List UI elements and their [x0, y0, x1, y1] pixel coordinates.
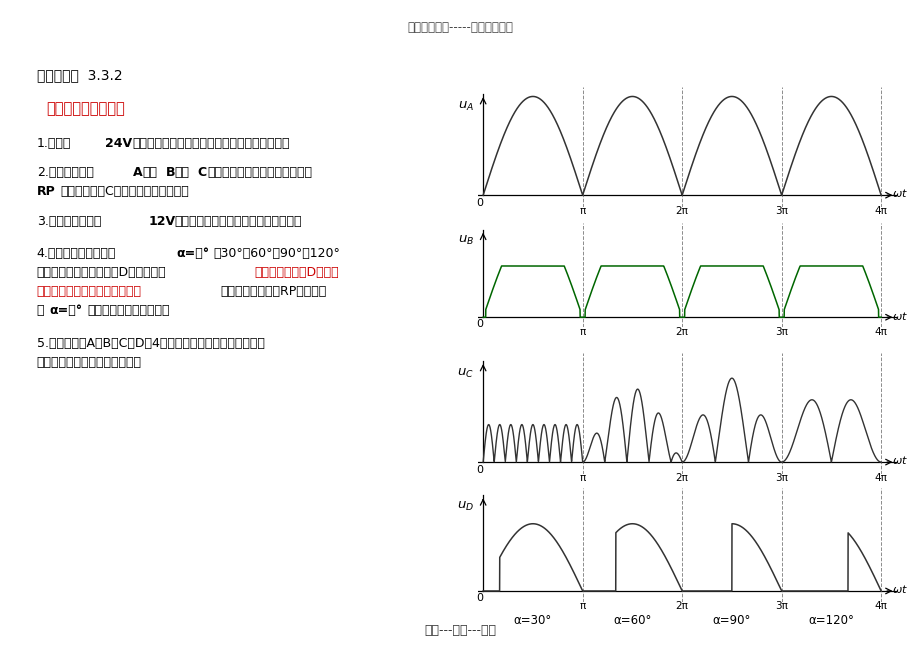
Text: 0: 0 [475, 198, 482, 208]
Text: 12V: 12V [149, 215, 176, 228]
Text: 1.将交流: 1.将交流 [37, 137, 71, 150]
Text: 3π: 3π [775, 206, 788, 216]
Text: 过其认可后可记录在答题纸上。: 过其认可后可记录在答题纸上。 [37, 356, 142, 369]
Text: 试题代码：  3.3.2: 试题代码： 3.3.2 [37, 68, 122, 83]
Text: 4π: 4π [874, 327, 887, 337]
Text: B: B [165, 166, 175, 179]
Text: ）调节电路板上的RP电位器，: ）调节电路板上的RP电位器， [221, 285, 326, 298]
Text: $\omega t$: $\omega t$ [891, 309, 906, 322]
Text: $\omega t$: $\omega t$ [891, 583, 906, 595]
Text: $u_A$: $u_A$ [457, 100, 473, 113]
Text: 4π: 4π [874, 473, 887, 483]
Text: 3π: 3π [775, 602, 788, 611]
Text: α=30°: α=30° [513, 615, 551, 628]
Text: 电源输入到电路板左侧下面的输入端。: 电源输入到电路板左侧下面的输入端。 [175, 215, 302, 228]
Text: π: π [579, 602, 585, 611]
Text: $\omega t$: $\omega t$ [891, 454, 906, 466]
Text: 是考评员老师所给角度。: 是考评员老师所给角度。 [87, 304, 170, 317]
Text: 时示波器的探头线要反向连接。: 时示波器的探头线要反向连接。 [37, 285, 142, 298]
Text: $u_D$: $u_D$ [457, 500, 474, 513]
Text: 选其一）。用示波器观测D点波形，（: 选其一）。用示波器观测D点波形，（ [37, 266, 166, 279]
Text: 电位器，观察C点的波形是否会变化。: 电位器，观察C点的波形是否会变化。 [61, 185, 189, 198]
Text: $u_B$: $u_B$ [457, 234, 473, 247]
Text: $\omega t$: $\omega t$ [891, 187, 906, 199]
Text: 24V: 24V [105, 137, 131, 150]
Text: 专心---专注---专业: 专心---专注---专业 [424, 624, 495, 637]
Text: RP: RP [37, 185, 55, 198]
Text: α=120°: α=120° [808, 615, 854, 628]
Text: 2π: 2π [675, 473, 687, 483]
Text: 3π: 3π [775, 473, 788, 483]
Text: 使: 使 [37, 304, 44, 317]
Text: α=60°: α=60° [613, 615, 651, 628]
Text: 0: 0 [475, 594, 482, 603]
Text: 3π: 3π [775, 327, 788, 337]
Text: C: C [198, 166, 207, 179]
Text: （30°、60°、90°、120°: （30°、60°、90°、120° [213, 247, 340, 260]
Text: 2π: 2π [675, 206, 687, 216]
Text: 2π: 2π [675, 602, 687, 611]
Text: 通电调试操作步骤：: 通电调试操作步骤： [46, 101, 125, 116]
Text: π: π [579, 206, 585, 216]
Text: A: A [133, 166, 142, 179]
Text: 0: 0 [475, 465, 482, 475]
Text: 4π: 4π [874, 602, 887, 611]
Text: 5.将调整好的A、B、C、D、4个点的波形给考评员老师看，通: 5.将调整好的A、B、C、D、4个点的波形给考评员老师看，通 [37, 337, 265, 350]
Text: 2π: 2π [675, 327, 687, 337]
Text: 精选优质文档-----倾情为你奉上: 精选优质文档-----倾情为你奉上 [406, 21, 513, 34]
Text: 0: 0 [475, 319, 482, 329]
Text: π: π [579, 327, 585, 337]
Text: α=90°: α=90° [712, 615, 750, 628]
Text: α=＿°: α=＿° [50, 304, 83, 317]
Text: π: π [579, 473, 585, 483]
Text: 点的波形。同时调节电路板上的: 点的波形。同时调节电路板上的 [207, 166, 312, 179]
Text: 点、: 点、 [175, 166, 189, 179]
Text: $u_C$: $u_C$ [457, 367, 473, 380]
Text: 电源输入到晶闸管调光电路板左侧上面输入端。: 电源输入到晶闸管调光电路板左侧上面输入端。 [132, 137, 289, 150]
Text: 注意只有在测量D点波形: 注意只有在测量D点波形 [255, 266, 339, 279]
Text: 2.用示波器观测: 2.用示波器观测 [37, 166, 94, 179]
Text: 4π: 4π [874, 206, 887, 216]
Text: α=＿°: α=＿° [176, 247, 210, 260]
Text: 4.根据考评员老师所给: 4.根据考评员老师所给 [37, 247, 116, 260]
Text: 3.将另外一路交流: 3.将另外一路交流 [37, 215, 101, 228]
Text: 点、: 点、 [142, 166, 157, 179]
